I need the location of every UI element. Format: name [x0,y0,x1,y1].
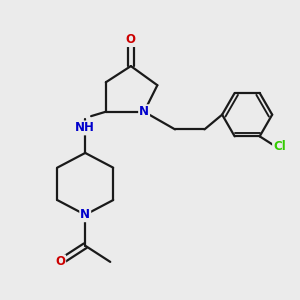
Text: NH: NH [75,122,95,134]
Text: O: O [126,33,136,46]
Text: N: N [80,208,90,221]
Text: O: O [55,255,65,268]
Text: Cl: Cl [273,140,286,153]
Text: N: N [139,105,149,118]
